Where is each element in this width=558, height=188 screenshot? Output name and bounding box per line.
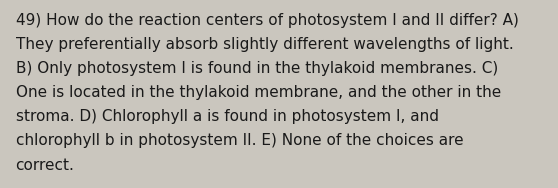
Text: 49) How do the reaction centers of photosystem I and II differ? A): 49) How do the reaction centers of photo… bbox=[16, 13, 518, 28]
Text: They preferentially absorb slightly different wavelengths of light.: They preferentially absorb slightly diff… bbox=[16, 37, 513, 52]
Text: chlorophyll b in photosystem II. E) None of the choices are: chlorophyll b in photosystem II. E) None… bbox=[16, 133, 463, 149]
Text: correct.: correct. bbox=[16, 158, 75, 173]
Text: One is located in the thylakoid membrane, and the other in the: One is located in the thylakoid membrane… bbox=[16, 85, 501, 100]
Text: stroma. D) Chlorophyll a is found in photosystem I, and: stroma. D) Chlorophyll a is found in pho… bbox=[16, 109, 439, 124]
Text: B) Only photosystem I is found in the thylakoid membranes. C): B) Only photosystem I is found in the th… bbox=[16, 61, 498, 76]
